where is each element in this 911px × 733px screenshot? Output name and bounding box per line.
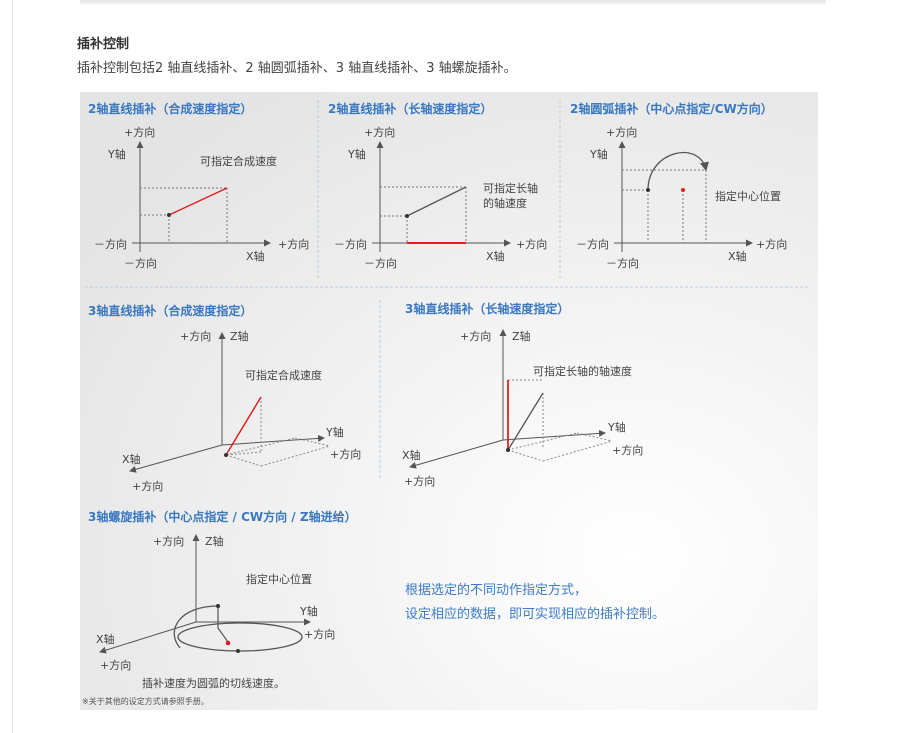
- caption: 插补速度为圆弧的切线速度。: [142, 676, 285, 690]
- axis-label: X轴: [402, 448, 421, 462]
- caption: 可指定长轴的轴速度: [533, 364, 632, 378]
- summary-note: 根据选定的不同动作指定方式，: [405, 582, 587, 598]
- axis-label: +方向: [460, 329, 491, 343]
- axis-label: +方向: [124, 125, 155, 139]
- axis-label: Y轴: [325, 425, 344, 439]
- axis-label: Z轴: [230, 329, 249, 343]
- axis-label: +方向: [180, 329, 211, 343]
- panel-2axis-circular: 2轴圆弧插补（中心点指定/CW方向） +方向 Y轴 －方向 +方向 X轴 －方向…: [570, 101, 787, 270]
- panel-2axis-linear-composite: 2轴直线插补（合成速度指定） +方向 Y轴 －方向 +方向 X轴 －方向 可指定…: [88, 101, 309, 270]
- axis-label: +方向: [278, 237, 309, 251]
- axis-label: Y轴: [107, 147, 126, 161]
- interpolation-path: [168, 187, 228, 216]
- axis-label: －方向: [334, 237, 367, 251]
- section-description: 插补控制包括2 轴直线插补、2 轴圆弧插补、3 轴直线插补、3 轴螺旋插补。: [77, 61, 517, 76]
- panel-title: 2轴直线插补（长轴速度指定）: [328, 101, 492, 116]
- axis-label: Y轴: [589, 147, 608, 161]
- axis-label: X轴: [728, 249, 747, 263]
- axis-label: －方向: [576, 237, 609, 251]
- center-point: [225, 640, 231, 646]
- axis-label: +方向: [606, 125, 637, 139]
- axis-label: +方向: [132, 479, 163, 493]
- panel-3axis-helical: 3轴螺旋插补（中心点指定 / CW方向 / Z轴进给） +方向 Z轴 Y轴 +方…: [88, 509, 357, 690]
- arc-path: [647, 151, 709, 191]
- axis-label: －方向: [94, 237, 127, 251]
- axis-label: －方向: [124, 256, 157, 270]
- axis-label: Y轴: [607, 420, 626, 434]
- axis-label: Y轴: [347, 147, 366, 161]
- summary-note: 设定相应的数据，即可实现相应的插补控制。: [405, 606, 665, 622]
- panel-3axis-linear-long-axis: 3轴直线插补（长轴速度指定） +方向 Z轴 Y轴 +方向 X轴 +方向 可指定长…: [402, 301, 643, 488]
- page-left-border: [12, 0, 13, 733]
- panel-title: 3轴螺旋插补（中心点指定 / CW方向 / Z轴进给）: [88, 509, 357, 524]
- axis-label: Z轴: [512, 329, 531, 343]
- panel-2axis-linear-long-axis: 2轴直线插补（长轴速度指定） +方向 Y轴 －方向 +方向 X轴 －方向 可指定…: [328, 101, 547, 270]
- panel-title: 3轴直线插补（长轴速度指定）: [405, 301, 569, 316]
- axis-label: X轴: [122, 452, 141, 466]
- caption: 可指定长轴: [483, 181, 538, 195]
- caption: 指定中心位置: [246, 572, 312, 586]
- interpolation-path: [225, 396, 262, 456]
- axis-label: +方向: [756, 237, 787, 251]
- axis-label: Y轴: [299, 604, 318, 618]
- axis-label: X轴: [486, 249, 505, 263]
- axis-label: X轴: [96, 632, 115, 646]
- axis-label: Z轴: [205, 534, 224, 548]
- panel-title: 2轴圆弧插补（中心点指定/CW方向）: [570, 101, 773, 116]
- panel-title: 3轴直线插补（合成速度指定）: [88, 303, 252, 318]
- panel-3axis-linear-composite: 3轴直线插补（合成速度指定） +方向 Z轴 Y轴 +方向 X轴 +方向 可指定合…: [88, 303, 361, 493]
- section-title: 插补控制: [77, 37, 130, 52]
- axis-label: －方向: [364, 256, 397, 270]
- caption: 可指定合成速度: [245, 368, 322, 382]
- caption: 可指定合成速度: [200, 154, 277, 168]
- axis-label: +方向: [516, 237, 547, 251]
- helix-path: [173, 605, 219, 649]
- caption: 的轴速度: [483, 196, 527, 210]
- axis-label: +方向: [404, 474, 435, 488]
- axis-label: +方向: [153, 534, 184, 548]
- footnote: ※关于其他的设定方式请参照手册。: [82, 696, 209, 706]
- axis-label: +方向: [330, 447, 361, 461]
- axis-label: +方向: [364, 125, 395, 139]
- axis-label: X轴: [246, 249, 265, 263]
- previous-image-edge: [80, 0, 826, 4]
- axis-label: －方向: [606, 256, 639, 270]
- axis-label: +方向: [100, 658, 131, 672]
- axis-label: +方向: [304, 627, 335, 641]
- panel-title: 2轴直线插补（合成速度指定）: [88, 101, 252, 116]
- center-point: [681, 188, 685, 192]
- caption: 指定中心位置: [715, 189, 781, 203]
- axis-label: +方向: [612, 443, 643, 457]
